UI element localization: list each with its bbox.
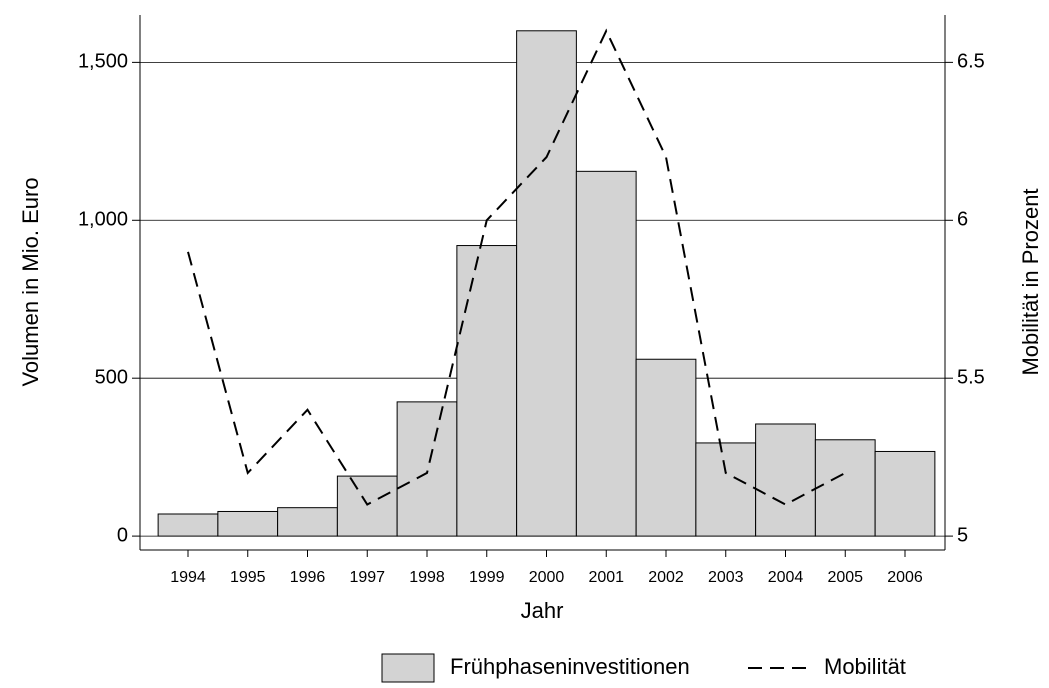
bar	[217, 510, 279, 537]
line	[187, 28, 846, 506]
x-tick-label: 2006	[887, 569, 923, 586]
bar	[277, 507, 338, 537]
x-tick-label: 1997	[349, 569, 385, 586]
bar	[456, 245, 518, 537]
bar	[396, 401, 458, 537]
x-tick-label: 2000	[529, 569, 565, 586]
x-tick-label: 1994	[170, 569, 206, 586]
x-axis-title: Jahr	[521, 598, 564, 623]
y2-tick-label: 5.5	[957, 366, 985, 388]
y2-tick-label: 6.5	[957, 51, 985, 73]
bar	[635, 358, 697, 537]
legend-label: Mobilität	[824, 654, 906, 679]
bar	[755, 423, 816, 537]
y-tick-label: 500	[95, 366, 128, 388]
x-tick-label: 2003	[708, 569, 744, 586]
x-tick-label: 1999	[469, 569, 505, 586]
y2-tick-label: 5	[957, 524, 968, 546]
x-tick-label: 1996	[290, 569, 326, 586]
x-tick-label: 2002	[648, 569, 684, 586]
legend-swatch	[381, 653, 435, 683]
x-tick-label: 1998	[409, 569, 445, 586]
bar	[157, 513, 219, 537]
y-tick-label: 1,000	[78, 209, 128, 231]
bar	[575, 170, 637, 537]
y2-tick-label: 6	[957, 209, 968, 231]
y-tick-label: 0	[117, 524, 128, 546]
y-tick-label: 1,500	[78, 51, 128, 73]
bar	[814, 439, 876, 537]
bar	[695, 442, 757, 537]
bar	[874, 450, 936, 537]
x-tick-label: 2001	[588, 569, 624, 586]
x-tick-label: 2004	[768, 569, 804, 586]
legend-label: Frühphaseninvestitionen	[450, 654, 690, 679]
x-tick-label: 1995	[230, 569, 266, 586]
bar	[336, 475, 398, 537]
y2-axis-title: Mobilität in Prozent	[1018, 188, 1043, 375]
bar	[516, 30, 577, 537]
y-axis-title: Volumen in Mio. Euro	[18, 177, 43, 386]
x-tick-label: 2005	[827, 569, 863, 586]
